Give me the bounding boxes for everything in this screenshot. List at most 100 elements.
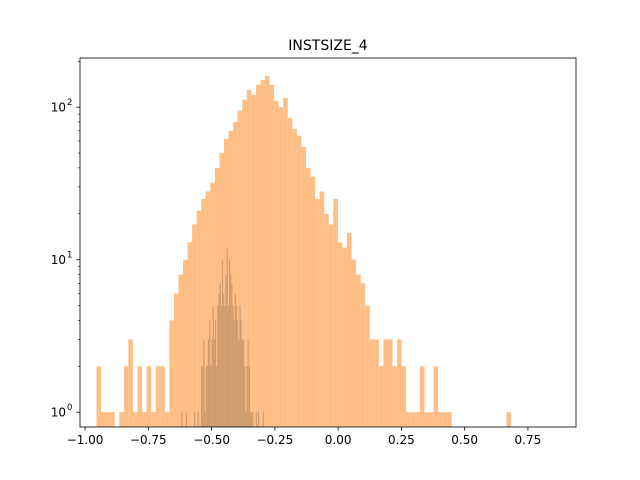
histogram-bar — [342, 247, 347, 427]
histogram-bar — [194, 412, 196, 427]
histogram-bar — [245, 412, 247, 427]
bars-layer — [96, 76, 511, 428]
histogram-bar — [365, 305, 370, 427]
histogram-bar — [137, 366, 142, 427]
histogram-bar — [208, 339, 210, 427]
histogram-bar — [101, 412, 106, 427]
histogram-bar — [214, 167, 220, 427]
histogram-bar — [244, 366, 246, 427]
histogram-bar — [241, 339, 243, 427]
histogram-bar — [205, 366, 207, 427]
histogram-bar — [209, 320, 211, 427]
x-tick-label: −0.25 — [256, 433, 293, 447]
histogram-bar — [419, 366, 425, 427]
histogram-bar — [242, 99, 247, 427]
histogram-bar — [315, 198, 320, 427]
histogram-bar — [251, 95, 256, 427]
histogram-bar — [232, 305, 234, 427]
histogram-bar — [110, 412, 115, 427]
histogram-bar — [410, 412, 416, 427]
histogram-bar — [220, 305, 222, 427]
histogram-bar — [218, 293, 220, 427]
histogram-bar — [202, 366, 204, 427]
x-tick-label: 0.75 — [515, 433, 542, 447]
histogram-bar — [255, 412, 257, 427]
histogram-bar — [146, 366, 152, 427]
histogram-bar — [221, 259, 224, 427]
histogram-bar — [237, 320, 239, 427]
histogram-bar — [203, 339, 205, 427]
histogram-bar — [228, 259, 231, 427]
histogram-bar — [246, 366, 248, 427]
histogram-bar — [392, 366, 398, 427]
histogram-bar — [356, 274, 361, 427]
histogram-bar — [328, 224, 334, 427]
y-tick-exponent: 0 — [67, 403, 72, 413]
histogram-bar — [185, 412, 188, 427]
histogram-bar — [301, 146, 306, 427]
histogram-bar — [248, 366, 250, 427]
histogram-bar — [283, 97, 288, 427]
histogram-bar — [249, 412, 252, 427]
histogram-bar — [442, 412, 448, 427]
y-tick-exponent: 2 — [67, 98, 72, 108]
histogram-bar — [251, 412, 253, 427]
histogram-bar — [258, 412, 260, 427]
x-tick-label: −0.50 — [193, 433, 230, 447]
histogram-bar — [378, 366, 384, 427]
histogram-bar — [387, 339, 393, 427]
histogram-bar — [238, 339, 240, 427]
histogram-bar — [142, 412, 147, 427]
histogram-bar — [264, 76, 270, 427]
histogram-bar — [231, 283, 233, 427]
y-tick-label: 10 — [51, 253, 66, 267]
histogram-bar — [233, 121, 238, 428]
histogram-bar — [424, 412, 429, 427]
histogram-bar — [383, 339, 388, 427]
histogram-bar — [438, 412, 443, 427]
histogram-bar — [212, 305, 214, 427]
y-tick-label: 10 — [51, 406, 66, 420]
x-tick-label: 0.00 — [325, 433, 352, 447]
histogram-bar — [415, 412, 420, 427]
histogram-bar — [397, 339, 402, 427]
histogram-bar — [337, 242, 343, 427]
histogram-bar — [181, 412, 183, 427]
histogram-bar — [226, 247, 228, 427]
histogram-bar — [310, 176, 316, 427]
histogram-bar — [192, 224, 197, 427]
histogram-bar — [216, 366, 218, 427]
histogram-bar — [217, 305, 219, 427]
histogram-bar — [237, 110, 243, 428]
histogram-bar — [225, 274, 227, 427]
histogram-bar — [247, 339, 249, 427]
histogram-bar — [346, 232, 352, 427]
x-tick-label: 0.50 — [451, 433, 478, 447]
histogram-bar — [183, 259, 188, 427]
histogram-bar — [235, 305, 238, 427]
histogram-bar — [292, 128, 297, 427]
histogram-bar — [210, 366, 212, 427]
histogram-bar — [224, 305, 226, 427]
histogram-bar — [274, 100, 279, 427]
histogram-bar — [260, 80, 265, 427]
histogram-bar — [164, 412, 170, 427]
histogram-bar — [305, 167, 311, 427]
x-tick-label: −0.75 — [130, 433, 167, 447]
histogram-bar — [255, 84, 261, 428]
histogram-bar — [187, 242, 193, 427]
x-tick-label: 0.25 — [388, 433, 415, 447]
histogram-bar — [401, 366, 407, 427]
histogram-bar — [132, 412, 138, 427]
histogram-bar — [428, 412, 434, 427]
plot-frame — [79, 57, 577, 428]
histogram-bar — [169, 320, 174, 427]
histogram-bar — [506, 412, 511, 427]
histogram-bar — [211, 339, 213, 427]
histogram-bar — [233, 320, 235, 427]
histogram-bar — [223, 293, 225, 427]
histogram-bar — [219, 283, 221, 427]
y-tick-exponent: 1 — [67, 251, 72, 261]
histogram-bar — [160, 366, 165, 427]
